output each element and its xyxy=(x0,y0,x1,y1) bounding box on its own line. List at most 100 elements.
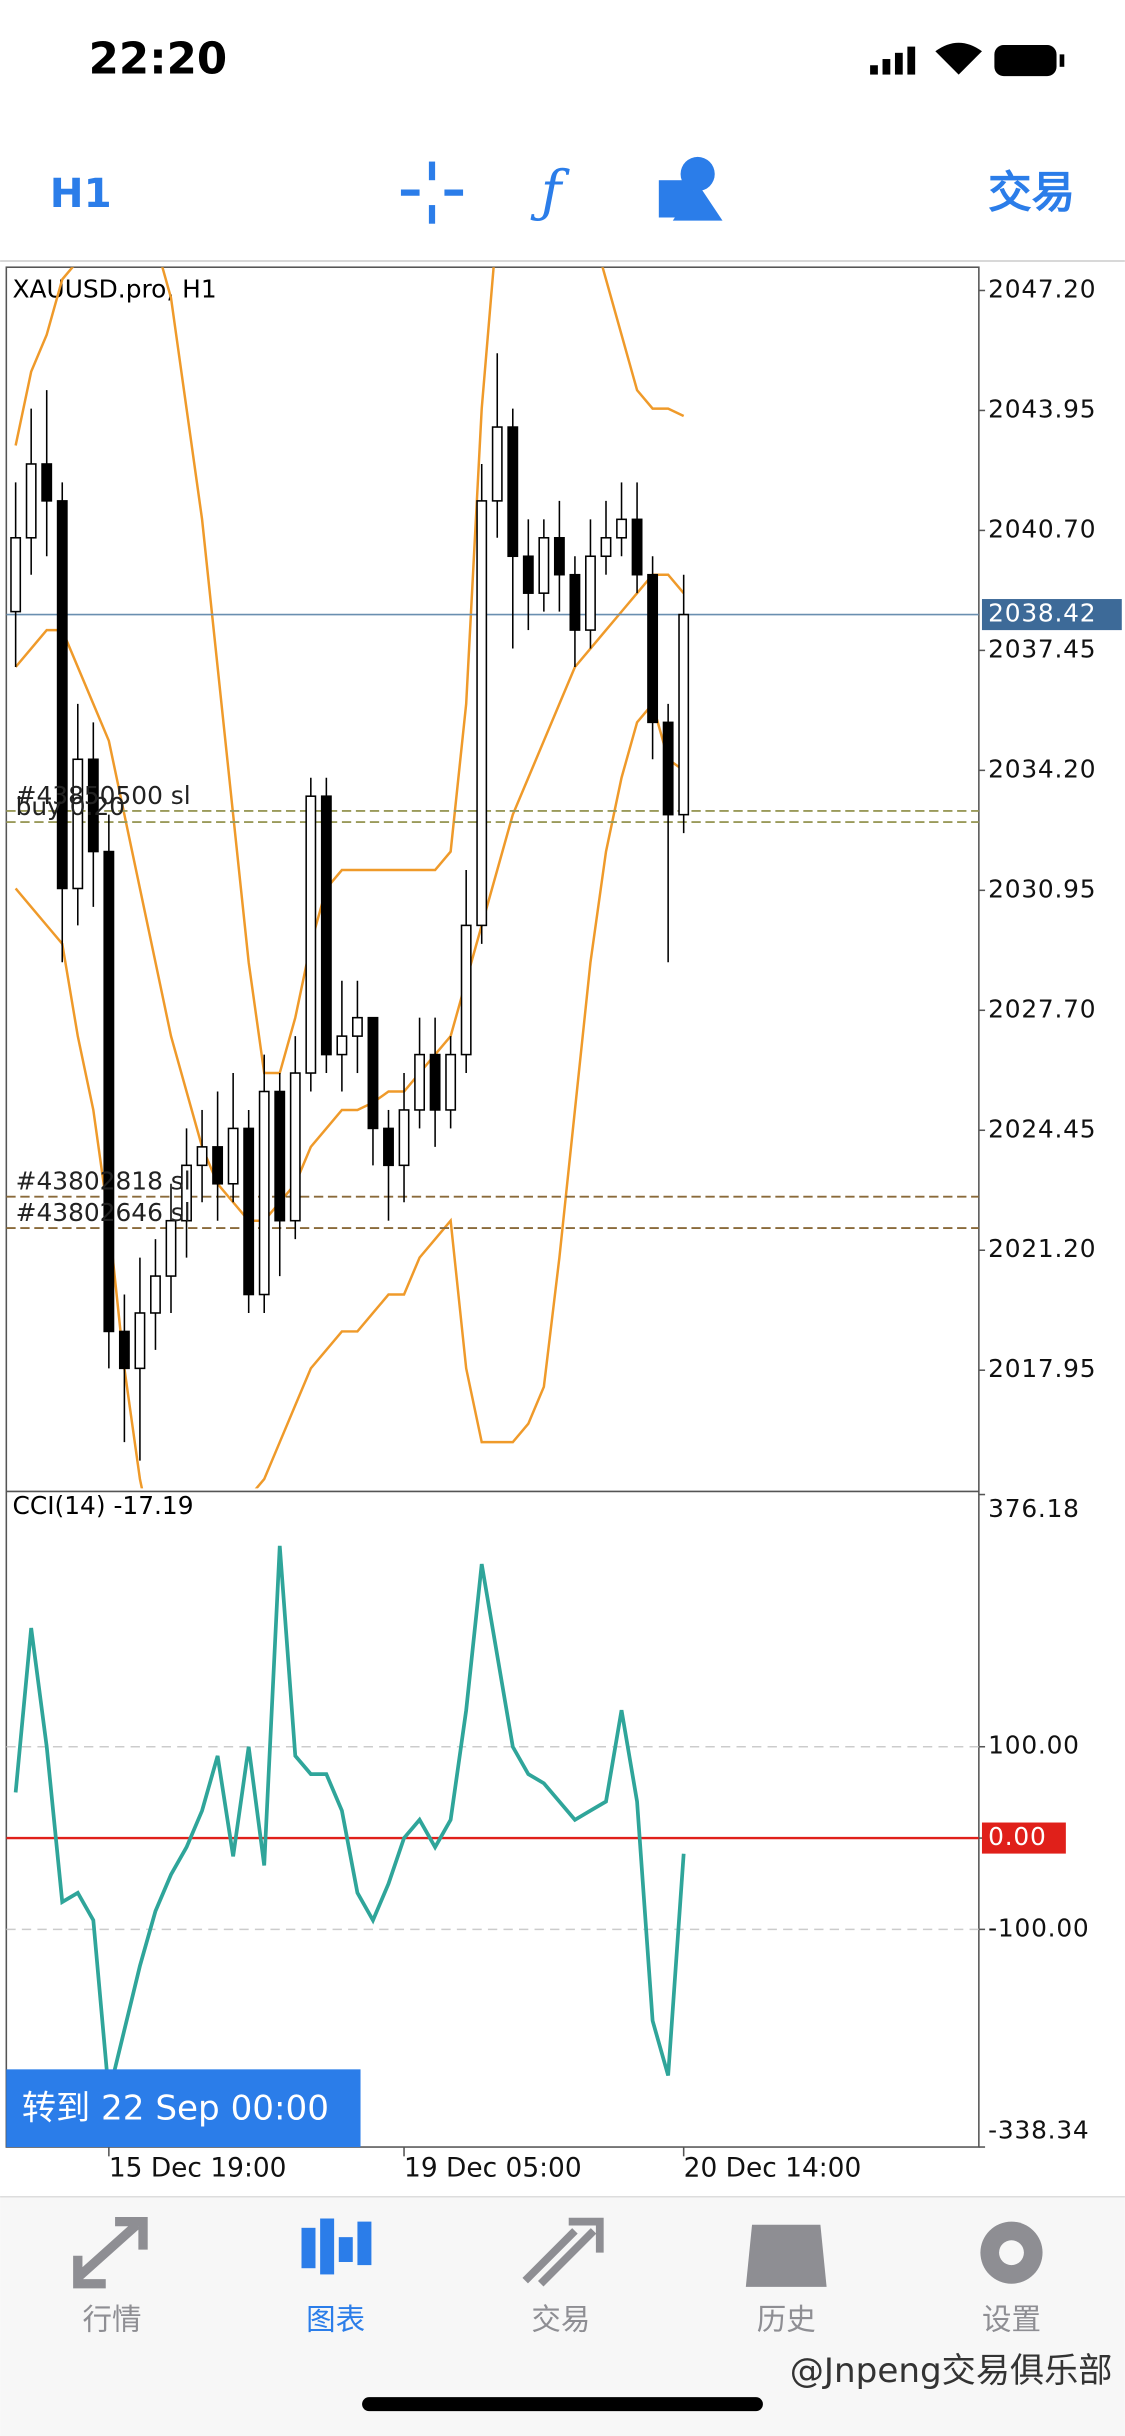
order-label: #43802646 sl xyxy=(16,1198,191,1227)
y-tick-label: 0.00 xyxy=(988,1822,1046,1851)
y-tick-label: 2034.20 xyxy=(988,754,1096,783)
cci-line xyxy=(13,1545,686,2095)
band-upper xyxy=(14,267,685,1075)
chart-title: XAUUSD.pro, H1 xyxy=(13,275,217,304)
tab-icon-settings-hole xyxy=(999,2240,1024,2266)
tab-label[interactable]: 设置 xyxy=(982,2303,1041,2337)
battery-icon xyxy=(994,45,1057,77)
indicator-title: CCI(14) -17.19 xyxy=(13,1491,194,1520)
wifi-icon xyxy=(935,42,982,75)
candle-body xyxy=(445,1053,457,1111)
y-tick-label: 2047.20 xyxy=(988,274,1096,303)
clock: 22:20 xyxy=(89,35,227,85)
candle-body xyxy=(616,518,627,539)
candle-body xyxy=(367,1016,379,1130)
candle-body xyxy=(351,1016,363,1037)
y-tick-label: 2040.70 xyxy=(988,514,1096,543)
trade-button[interactable]: 交易 xyxy=(988,168,1075,218)
candle-body xyxy=(678,613,690,816)
candle-body xyxy=(336,1035,348,1056)
plot-area xyxy=(6,267,979,1489)
crosshair-button[interactable] xyxy=(400,161,464,224)
y-tick-label: 2024.45 xyxy=(988,1114,1096,1143)
candle-body xyxy=(414,1053,426,1111)
y-tick-label: 2021.20 xyxy=(988,1234,1096,1263)
candle-body xyxy=(196,1146,208,1167)
candle-body xyxy=(25,463,37,539)
watermark: @Jnpeng交易俱乐部 xyxy=(790,2351,1113,2391)
candle-body xyxy=(118,1330,130,1370)
tab-label[interactable]: 行情 xyxy=(82,2303,141,2337)
timeframe-button[interactable]: H1 xyxy=(50,170,112,217)
objects-button[interactable] xyxy=(658,156,723,221)
last-price-box xyxy=(981,599,1122,631)
candle-body xyxy=(10,537,22,613)
signal-icon xyxy=(870,46,916,75)
candle-body xyxy=(72,758,84,890)
candle-body xyxy=(150,1275,161,1314)
candle-body xyxy=(647,573,659,724)
order-label: buy 0.20 xyxy=(16,792,125,821)
candle-body xyxy=(476,500,488,927)
tab-icon-trade[interactable] xyxy=(522,2217,604,2287)
y-tick-label: 2030.95 xyxy=(988,874,1096,903)
candle-body xyxy=(56,500,68,890)
tab-labels: 行情 图表 交易 历史 设置 xyxy=(82,2303,1041,2337)
y-tick-label: -100.00 xyxy=(988,1913,1089,1942)
plot-layer: 2047.20 2043.95 2040.70 2037.45 2034.20 2030.… xyxy=(6,267,1122,2183)
candle-body xyxy=(429,1053,441,1111)
candle-body xyxy=(662,721,674,816)
candle-body xyxy=(491,426,503,502)
candle-body xyxy=(522,555,534,594)
indicator-button[interactable]: ƒ xyxy=(530,159,570,224)
y-tick-label: -338.34 xyxy=(988,2115,1089,2144)
y-tick-label: 376.18 xyxy=(988,1494,1080,1523)
candle-body xyxy=(398,1109,410,1167)
battery-tip xyxy=(1059,54,1065,67)
candle-body xyxy=(289,1072,301,1222)
x-tick-label: 20 Dec 14:00 xyxy=(684,2152,862,2183)
y-tick-label: 2027.70 xyxy=(988,994,1096,1023)
candle-body xyxy=(41,463,53,502)
candle-body xyxy=(274,1090,286,1222)
tab-icon-chart[interactable] xyxy=(301,2218,372,2275)
tab-label[interactable]: 历史 xyxy=(757,2303,816,2337)
candle-body xyxy=(538,537,550,594)
y-tick-label: 100.00 xyxy=(988,1731,1080,1760)
candle-body xyxy=(227,1127,239,1185)
goto-button[interactable] xyxy=(6,2069,361,2148)
home-indicator xyxy=(362,2397,763,2412)
zero-label-box xyxy=(981,1822,1066,1854)
y-tick-label: 2017.95 xyxy=(988,1354,1096,1383)
candle-body xyxy=(243,1127,255,1296)
order-label: #43850500 sl xyxy=(16,781,191,810)
plot-area xyxy=(6,1545,979,2095)
band-middle xyxy=(14,573,685,1222)
candle-body xyxy=(258,1090,270,1296)
candle-body xyxy=(103,850,115,1333)
band-lower xyxy=(14,701,685,1489)
tab-label[interactable]: 交易 xyxy=(531,2303,590,2337)
x-tick-label: 19 Dec 05:00 xyxy=(404,2152,582,2183)
candle-body xyxy=(460,924,472,1056)
candle-body xyxy=(569,573,581,631)
candle-body xyxy=(305,795,317,1074)
tab-icon-quotes[interactable] xyxy=(73,2216,148,2289)
goto-label: 转到 22 Sep 00:00 xyxy=(22,2088,329,2128)
tab-label[interactable]: 图表 xyxy=(306,2303,365,2337)
candle-body xyxy=(585,555,596,631)
y-tick-label: 2043.95 xyxy=(988,394,1096,423)
order-label: #43802818 sl xyxy=(16,1167,191,1196)
tab-bar xyxy=(0,2196,1125,2436)
candle-body xyxy=(165,1219,177,1277)
candle-body xyxy=(212,1146,224,1185)
candle-body xyxy=(600,537,612,558)
tab-icon-history[interactable] xyxy=(745,2224,827,2287)
last-price-label: 2038.42 xyxy=(988,599,1096,628)
candle-body xyxy=(87,758,99,853)
candle-body xyxy=(320,795,332,1056)
candle-body xyxy=(631,518,643,576)
x-tick-label: 15 Dec 19:00 xyxy=(109,2152,287,2183)
